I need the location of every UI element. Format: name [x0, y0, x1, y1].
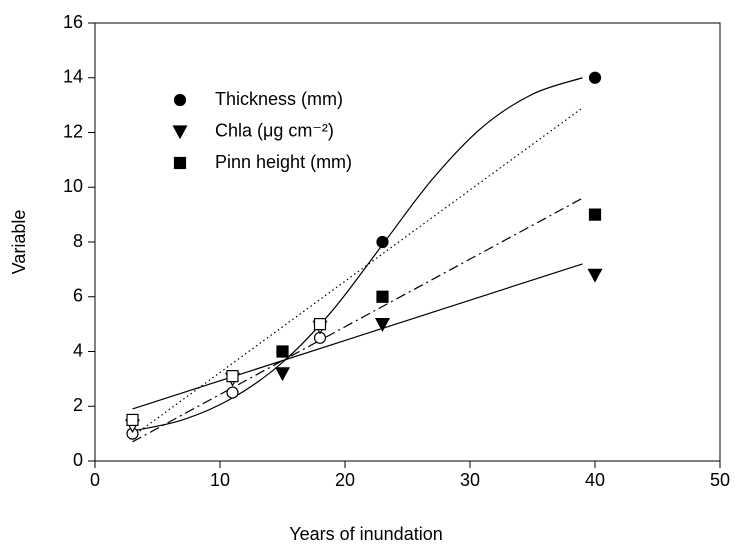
- point: [313, 318, 327, 331]
- y-tick-label: 8: [73, 231, 83, 251]
- y-tick-label: 14: [63, 67, 83, 87]
- x-tick-label: 40: [585, 470, 605, 490]
- y-tick-label: 4: [73, 340, 83, 360]
- point: [226, 386, 239, 399]
- point: [126, 413, 139, 427]
- point: [374, 318, 391, 332]
- y-tick-label: 12: [63, 121, 83, 141]
- point: [276, 345, 289, 358]
- x-tick-label: 10: [210, 470, 230, 490]
- plot-frame: [94, 22, 721, 462]
- legend-marker: [173, 156, 187, 170]
- fit-line: [132, 263, 583, 410]
- legend-marker: [172, 125, 188, 140]
- fit-line: [132, 77, 583, 432]
- point: [588, 71, 602, 84]
- y-tick-label: 10: [63, 176, 83, 196]
- y-tick-label: 16: [63, 12, 83, 32]
- legend-label: Pinn height (mm): [215, 152, 352, 172]
- fit-line: [132, 197, 583, 443]
- y-tick-label: 6: [73, 286, 83, 306]
- y-tick-label: 2: [73, 395, 83, 415]
- y-tick-label: 0: [73, 450, 83, 470]
- point: [587, 268, 603, 283]
- x-tick-label: 0: [90, 470, 100, 490]
- x-tick-label: 20: [335, 470, 355, 490]
- point: [588, 208, 602, 221]
- point: [376, 235, 389, 249]
- x-tick-label: 50: [710, 470, 730, 490]
- legend-label: Chla (μg cm⁻²): [215, 120, 334, 140]
- y-axis-title: Variable: [9, 210, 29, 275]
- point: [274, 367, 291, 382]
- x-tick-label: 30: [460, 470, 480, 490]
- legend-marker: [173, 93, 187, 107]
- legend-label: Thickness (mm): [215, 89, 343, 109]
- point: [376, 290, 389, 303]
- point: [226, 370, 239, 383]
- x-axis-title: Years of inundation: [289, 524, 442, 544]
